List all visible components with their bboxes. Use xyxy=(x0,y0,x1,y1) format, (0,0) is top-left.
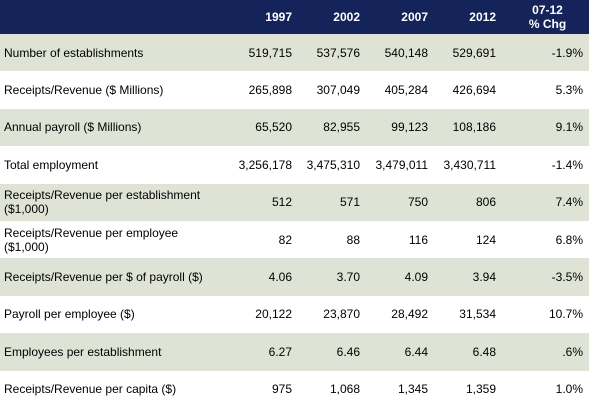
cell-2007: 99,123 xyxy=(391,120,428,135)
cell-pct-change: 6.8% xyxy=(555,232,583,247)
header-pct-change-line2: % Chg xyxy=(528,17,567,31)
cell-2012: 1,359 xyxy=(465,382,496,397)
cell-1997: 65,520 xyxy=(255,120,292,135)
cell-2002: 307,049 xyxy=(316,83,360,98)
cell-1997: 975 xyxy=(271,382,292,397)
cell-pct-change: -1.4% xyxy=(551,157,583,172)
row-label: Receipts/Revenue per $ of payroll ($) xyxy=(4,270,203,285)
header-2012: 2012 xyxy=(469,10,496,24)
table-row: Number of establishments 519,715 537,576 54… xyxy=(0,34,589,72)
cell-2007: 750 xyxy=(407,195,428,210)
cell-2007: 405,284 xyxy=(384,83,428,98)
cell-2012: 426,694 xyxy=(452,83,496,98)
header-pct-change: 07-12 % Chg xyxy=(508,0,589,34)
cell-2002: 537,576 xyxy=(316,45,360,60)
table-row: Receipts/Revenue ($ Millions) 265,898 307,… xyxy=(0,71,589,109)
cell-2002: 6.46 xyxy=(336,344,360,359)
row-label: Receipts/Revenue per capita ($) xyxy=(4,382,177,397)
cell-1997: 3,256,178 xyxy=(238,157,292,172)
cell-2012: 529,691 xyxy=(452,45,496,60)
table-body: Number of establishments 519,715 537,576 54… xyxy=(0,34,589,408)
cell-2002: 1,068 xyxy=(329,382,360,397)
cell-pct-change: 10.7% xyxy=(548,307,583,322)
cell-2007: 540,148 xyxy=(384,45,428,60)
cell-1997: 512 xyxy=(271,195,292,210)
cell-pct-change: -3.5% xyxy=(551,270,583,285)
cell-2007: 3,479,011 xyxy=(375,157,429,172)
cell-2002: 88 xyxy=(346,232,360,247)
cell-2007: 116 xyxy=(408,232,428,247)
table-row: Receipts/Revenue per capita ($) 975 1,068 1… xyxy=(0,370,589,408)
cell-2012: 31,534 xyxy=(459,307,496,322)
cell-2002: 82,955 xyxy=(323,120,360,135)
row-label: Employees per establishment xyxy=(4,344,162,359)
cell-2012: 806 xyxy=(475,195,496,210)
cell-1997: 20,122 xyxy=(255,307,292,322)
cell-2012: 3.94 xyxy=(472,270,496,285)
cell-2002: 571 xyxy=(339,195,360,210)
cell-1997: 4.06 xyxy=(268,270,292,285)
table-row: Annual payroll ($ Millions) 65,520 82,955 9… xyxy=(0,108,589,147)
cell-pct-change: .6% xyxy=(562,344,583,359)
header-label-cell xyxy=(0,0,236,34)
cell-2012: 3,430,711 xyxy=(443,157,497,172)
cell-pct-change: 1.0% xyxy=(555,382,583,397)
table-row: Receipts/Revenue per employee ($1,000) 82… xyxy=(0,220,589,259)
header-row: 1997 2002 2007 2012 07-12 % Chg xyxy=(0,0,589,34)
row-label: Annual payroll ($ Millions) xyxy=(4,120,142,135)
cell-1997: 519,715 xyxy=(248,45,292,60)
row-label: Payroll per employee ($) xyxy=(4,307,135,322)
cell-pct-change: 5.3% xyxy=(555,83,583,98)
cell-2012: 108,186 xyxy=(452,120,496,135)
table-row: Employees per establishment 6.27 6.46 6.44 6… xyxy=(0,333,589,371)
header-2002: 2002 xyxy=(333,10,360,24)
cell-2007: 6.44 xyxy=(404,344,428,359)
cell-2002: 3.70 xyxy=(336,270,360,285)
cell-2002: 23,870 xyxy=(323,307,360,322)
cell-pct-change: -1.9% xyxy=(551,45,583,60)
row-label: Number of establishments xyxy=(4,45,144,60)
header-pct-change-line1: 07-12 xyxy=(532,3,563,17)
cell-2012: 124 xyxy=(475,232,496,247)
table-row: Receipts/Revenue per establishment ($1,0… xyxy=(0,183,589,221)
header-1997: 1997 xyxy=(265,10,292,24)
row-label: Receipts/Revenue ($ Millions) xyxy=(4,83,164,98)
cell-pct-change: 9.1% xyxy=(555,120,583,135)
table-row: Payroll per employee ($) 20,122 23,870 28,4… xyxy=(0,295,589,334)
cell-1997: 82 xyxy=(278,232,292,247)
cell-2007: 1,345 xyxy=(397,382,428,397)
row-label: Receipts/Revenue per establishment ($1,0… xyxy=(4,188,201,217)
cell-2007: 4.09 xyxy=(404,270,428,285)
cell-pct-change: 7.4% xyxy=(555,195,583,210)
cell-2012: 6.48 xyxy=(472,344,496,359)
cell-2002: 3,475,310 xyxy=(306,157,360,172)
header-2007: 2007 xyxy=(401,10,428,24)
cell-1997: 6.27 xyxy=(268,344,292,359)
cell-2007: 28,492 xyxy=(391,307,428,322)
row-label: Receipts/Revenue per employee ($1,000) xyxy=(4,225,179,254)
table-row: Total employment 3,256,178 3,475,310 3,479,… xyxy=(0,146,589,184)
row-label: Total employment xyxy=(4,157,99,172)
table-row: Receipts/Revenue per $ of payroll ($) 4.0… xyxy=(0,258,589,296)
cell-1997: 265,898 xyxy=(248,83,292,98)
